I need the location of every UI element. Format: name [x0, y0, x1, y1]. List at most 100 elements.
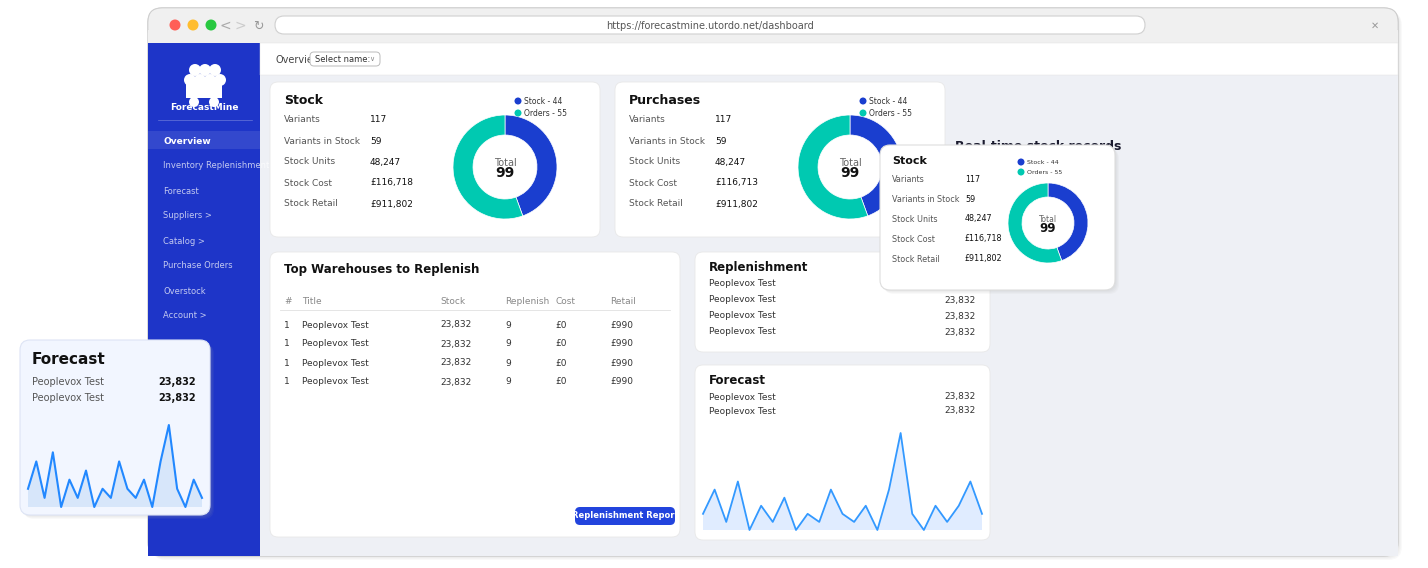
- Text: Cost: Cost: [555, 298, 575, 307]
- FancyBboxPatch shape: [270, 82, 600, 237]
- FancyBboxPatch shape: [698, 369, 994, 544]
- Text: Orders - 55: Orders - 55: [524, 108, 567, 118]
- Text: 23,832: 23,832: [945, 279, 975, 289]
- FancyBboxPatch shape: [698, 368, 992, 543]
- Text: Peoplevox Test: Peoplevox Test: [301, 358, 368, 367]
- Text: 9: 9: [506, 378, 511, 386]
- Text: 99: 99: [840, 166, 860, 180]
- Text: Total: Total: [494, 158, 517, 168]
- Wedge shape: [453, 115, 523, 219]
- FancyBboxPatch shape: [618, 86, 950, 241]
- Text: ⚙: ⚙: [187, 71, 221, 109]
- Text: Stock Retail: Stock Retail: [284, 199, 338, 208]
- Text: #: #: [284, 298, 291, 307]
- Text: 23,832: 23,832: [440, 378, 471, 386]
- Text: Overview: Overview: [163, 136, 211, 145]
- Circle shape: [860, 98, 867, 105]
- Text: Peoplevox Test: Peoplevox Test: [708, 279, 775, 289]
- Text: Purchase Orders: Purchase Orders: [163, 261, 233, 270]
- FancyBboxPatch shape: [149, 9, 1399, 557]
- Text: 23,832: 23,832: [440, 340, 471, 349]
- FancyBboxPatch shape: [149, 43, 260, 556]
- FancyBboxPatch shape: [617, 84, 947, 239]
- Text: Real-time Chart: Real-time Chart: [19, 323, 116, 333]
- FancyBboxPatch shape: [883, 148, 1118, 293]
- Text: 48,247: 48,247: [715, 157, 745, 166]
- Text: £116,718: £116,718: [370, 178, 413, 187]
- Text: £0: £0: [555, 358, 567, 367]
- Bar: [260, 43, 1398, 556]
- FancyBboxPatch shape: [274, 86, 604, 241]
- Text: 117: 117: [715, 115, 733, 124]
- Text: Peoplevox Test: Peoplevox Test: [708, 392, 775, 402]
- FancyBboxPatch shape: [276, 16, 1145, 34]
- Text: 59: 59: [965, 194, 975, 203]
- FancyBboxPatch shape: [20, 340, 210, 515]
- FancyBboxPatch shape: [884, 149, 1120, 294]
- Text: Top Warehouses to Replenish: Top Warehouses to Replenish: [284, 264, 480, 277]
- Text: 23,832: 23,832: [945, 392, 975, 402]
- Text: Stock - 44: Stock - 44: [870, 97, 907, 106]
- Wedge shape: [798, 115, 868, 219]
- FancyBboxPatch shape: [23, 343, 213, 518]
- Text: £990: £990: [610, 340, 633, 349]
- Text: Variants: Variants: [284, 115, 321, 124]
- Text: 48,247: 48,247: [965, 215, 992, 223]
- Text: Stock Cost: Stock Cost: [628, 178, 677, 187]
- FancyBboxPatch shape: [697, 254, 992, 354]
- Text: ∨: ∨: [370, 56, 374, 62]
- Bar: [208, 43, 260, 556]
- Circle shape: [208, 64, 221, 76]
- FancyBboxPatch shape: [21, 341, 211, 516]
- FancyBboxPatch shape: [615, 82, 945, 237]
- Text: Peoplevox Test: Peoplevox Test: [301, 320, 368, 329]
- Text: £990: £990: [610, 358, 633, 367]
- Text: ↻: ↻: [253, 19, 263, 32]
- Text: Catalog >: Catalog >: [163, 236, 204, 245]
- Text: Total: Total: [838, 158, 861, 168]
- Text: Overview: Overview: [276, 55, 321, 65]
- Text: 99: 99: [496, 166, 514, 180]
- Text: 59: 59: [715, 136, 727, 145]
- Text: Orders - 55: Orders - 55: [870, 108, 912, 118]
- Text: £0: £0: [555, 378, 567, 386]
- FancyBboxPatch shape: [151, 11, 1401, 559]
- Circle shape: [170, 19, 180, 31]
- FancyBboxPatch shape: [883, 147, 1117, 292]
- Circle shape: [198, 64, 211, 76]
- Text: Peoplevox Test: Peoplevox Test: [708, 295, 775, 304]
- Text: £116,713: £116,713: [715, 178, 758, 187]
- Text: Stock Units: Stock Units: [284, 157, 336, 166]
- Wedge shape: [506, 115, 557, 216]
- Text: Peoplevox Test: Peoplevox Test: [708, 407, 775, 416]
- FancyBboxPatch shape: [880, 145, 1115, 290]
- FancyBboxPatch shape: [149, 43, 260, 556]
- Circle shape: [514, 98, 521, 105]
- Text: £911,802: £911,802: [715, 199, 758, 208]
- Text: 99: 99: [1040, 223, 1057, 236]
- FancyBboxPatch shape: [149, 8, 1398, 43]
- Text: Stock Units: Stock Units: [892, 215, 938, 223]
- Text: £116,718: £116,718: [965, 235, 1002, 244]
- Wedge shape: [850, 115, 902, 216]
- Text: Stock Retail: Stock Retail: [892, 254, 940, 264]
- Text: Stock Units: Stock Units: [628, 157, 680, 166]
- Text: Stock Cost: Stock Cost: [892, 235, 935, 244]
- Text: Variants in Stock: Variants in Stock: [628, 136, 705, 145]
- Text: Total: Total: [1040, 215, 1057, 223]
- FancyBboxPatch shape: [615, 83, 945, 238]
- FancyBboxPatch shape: [21, 342, 211, 517]
- FancyBboxPatch shape: [271, 254, 683, 539]
- Text: <: <: [218, 19, 231, 33]
- FancyBboxPatch shape: [310, 52, 380, 66]
- Text: Peoplevox Test: Peoplevox Test: [31, 377, 104, 387]
- FancyBboxPatch shape: [695, 252, 990, 352]
- FancyBboxPatch shape: [151, 12, 1402, 560]
- FancyBboxPatch shape: [881, 146, 1117, 291]
- Text: Variants in Stock: Variants in Stock: [284, 136, 360, 145]
- Circle shape: [188, 97, 198, 107]
- FancyBboxPatch shape: [270, 252, 680, 537]
- Text: 1: 1: [284, 320, 290, 329]
- Text: £0: £0: [555, 320, 567, 329]
- Circle shape: [188, 64, 201, 76]
